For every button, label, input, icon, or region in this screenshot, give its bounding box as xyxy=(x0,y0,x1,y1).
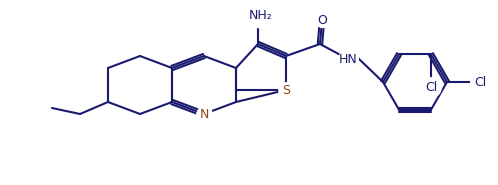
Text: O: O xyxy=(317,14,327,26)
Text: N: N xyxy=(199,107,209,120)
Text: Cl: Cl xyxy=(425,81,437,94)
Text: HN: HN xyxy=(339,53,358,65)
Text: Cl: Cl xyxy=(474,75,486,88)
Text: NH₂: NH₂ xyxy=(249,9,273,21)
Text: S: S xyxy=(282,83,290,97)
